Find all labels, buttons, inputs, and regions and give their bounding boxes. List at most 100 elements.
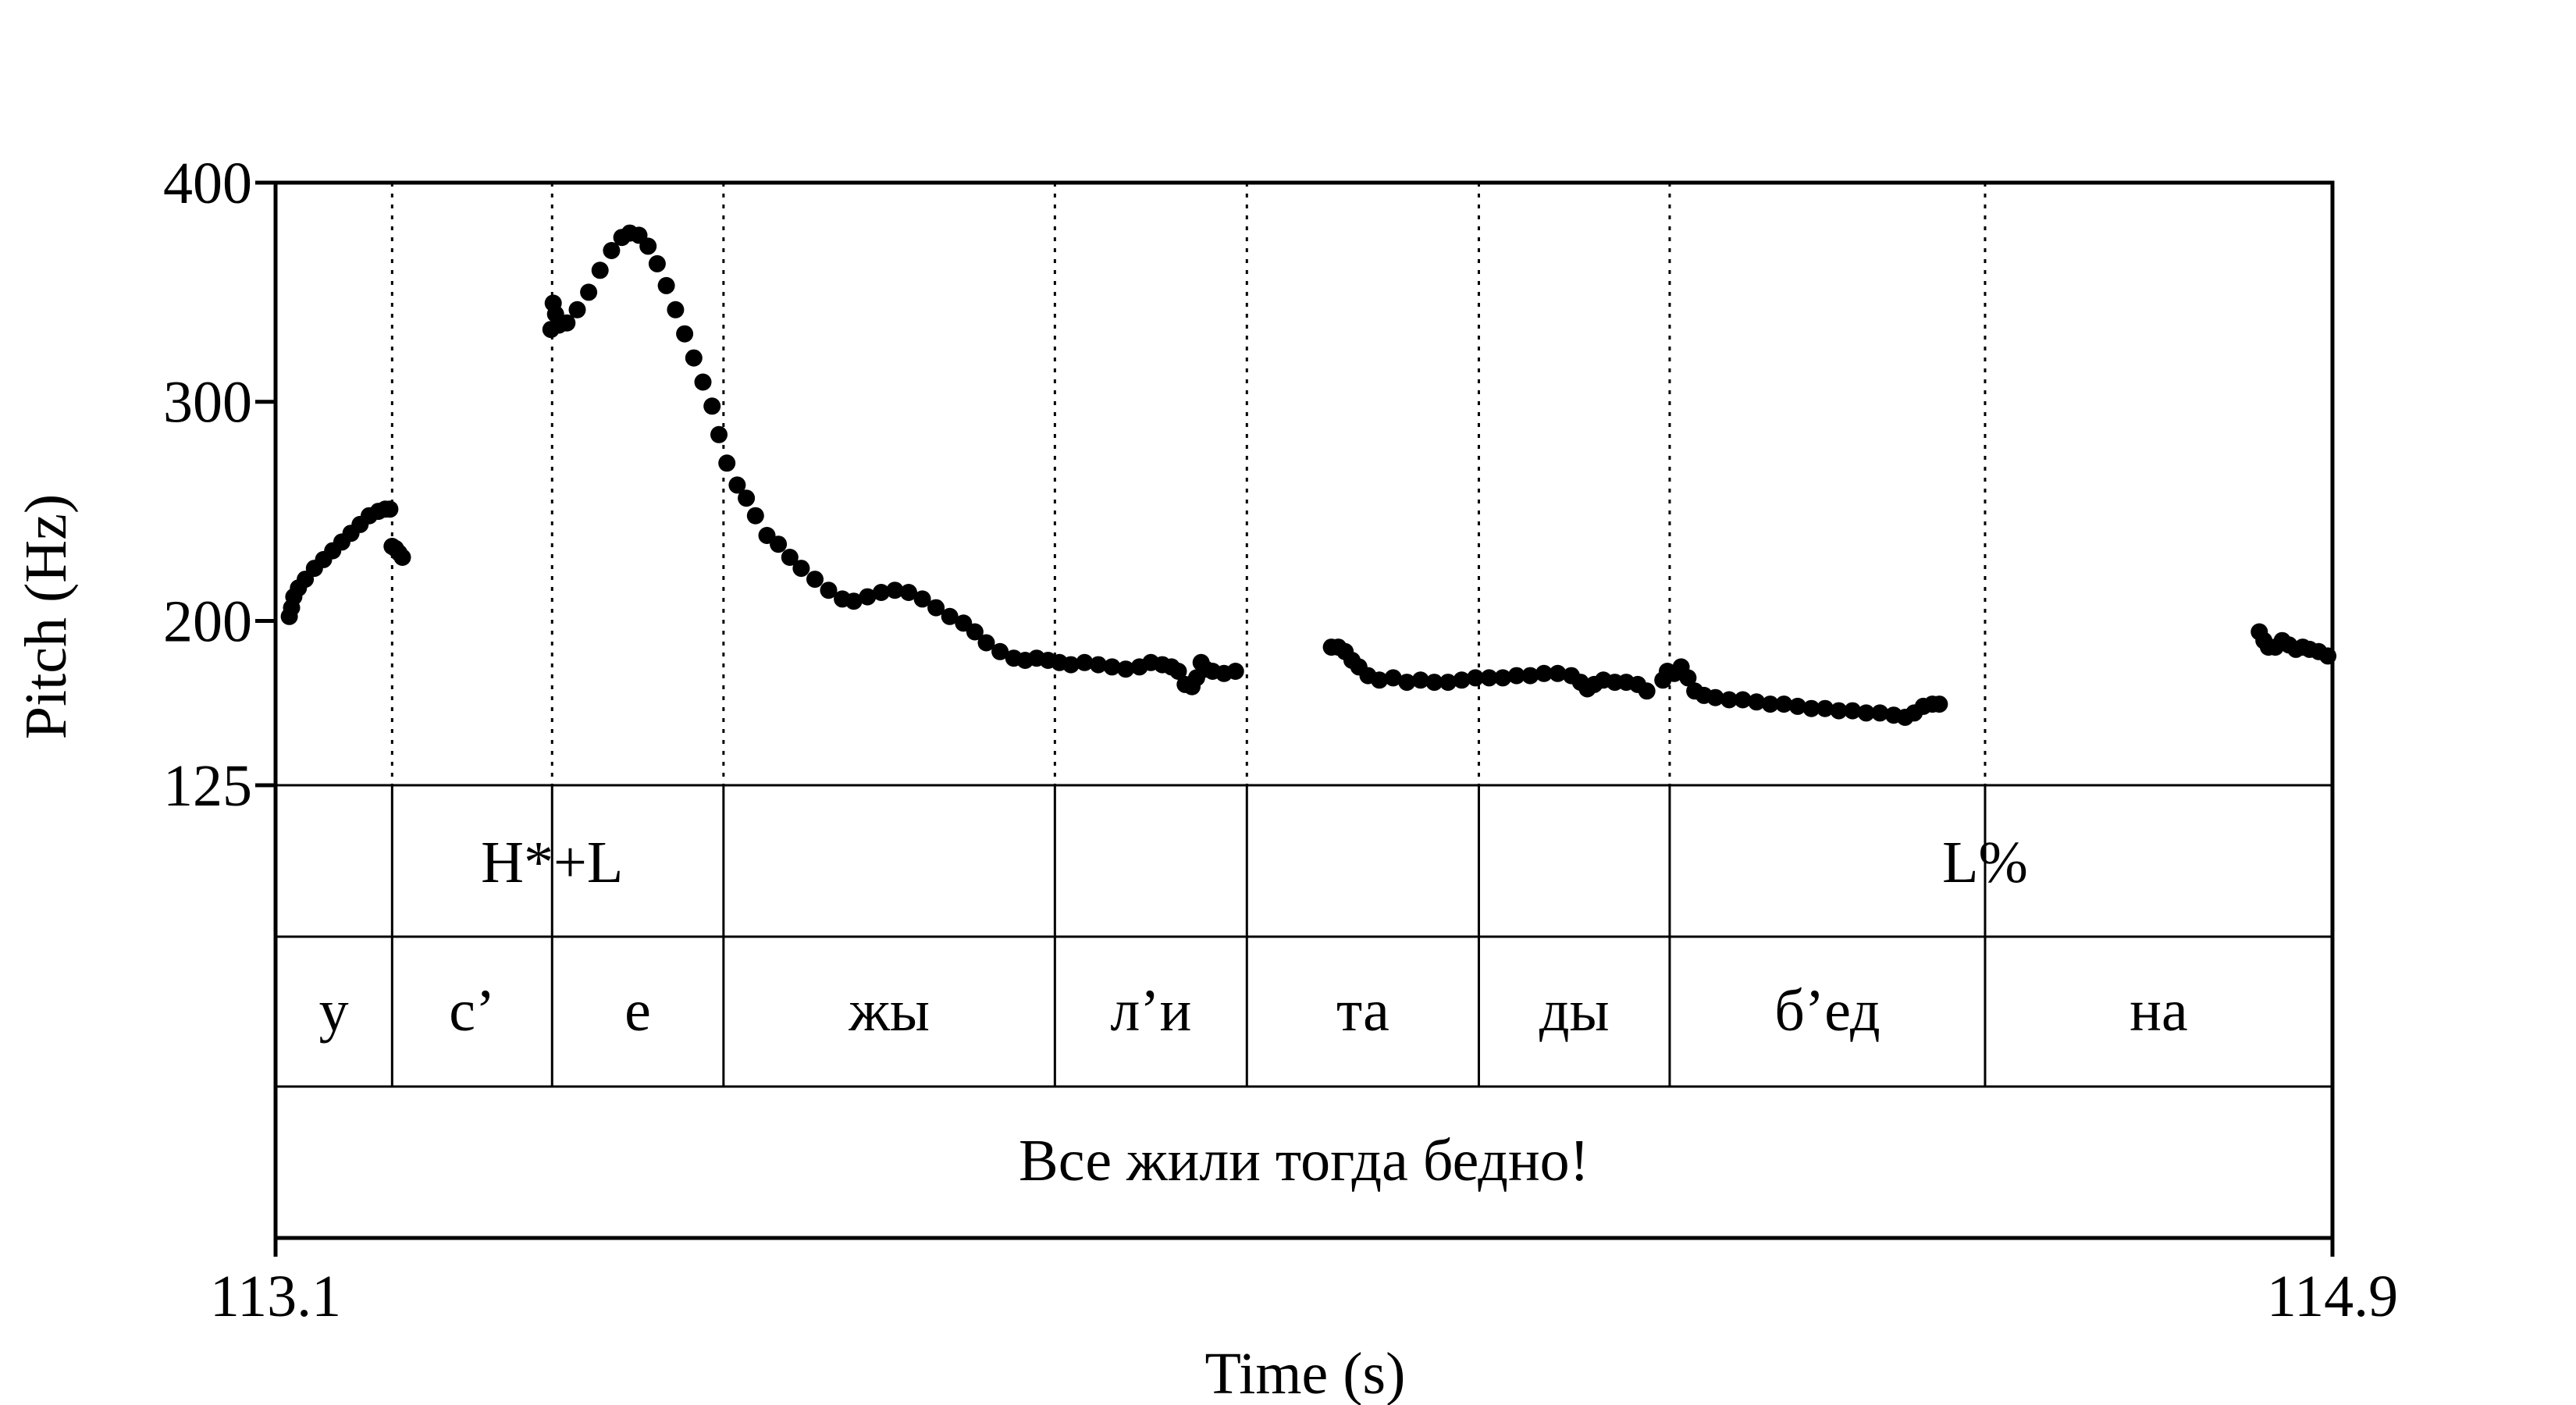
x-tick-label-0: 113.1 (210, 1264, 341, 1329)
pitch-point-0-103 (1521, 667, 1539, 685)
pitch-point-0-62 (991, 642, 1009, 660)
pitch-point-0-97 (1439, 674, 1457, 692)
y-tick-label-400: 400 (163, 151, 252, 216)
syllable-label-3: жы (848, 978, 930, 1044)
pitch-point-0-93 (1384, 669, 1402, 687)
pitch-point-0-31 (639, 237, 657, 255)
pitch-point-0-54 (886, 582, 904, 599)
pitch-point-0-94 (1398, 674, 1416, 692)
syllable-label-5: та (1336, 978, 1389, 1044)
pitch-point-0-71 (1103, 658, 1121, 676)
pitch-point-0-53 (872, 584, 890, 601)
tone-label-1: L% (1942, 830, 2028, 895)
syllable-label-8: на (2129, 978, 2187, 1044)
figure-frame (273, 180, 2335, 1240)
y-axis-ticks: 125 200 300 400 (163, 151, 276, 819)
pitch-point-0-85 (1226, 663, 1244, 680)
pitch-point-0-58 (941, 607, 959, 625)
syllable-label-6: ды (1539, 978, 1610, 1044)
pitch-point-0-46 (781, 549, 799, 566)
pitch-point-0-42 (738, 489, 756, 507)
pitch-point-0-95 (1411, 671, 1429, 689)
pitch-point-0-56 (913, 590, 931, 608)
pitch-point-0-92 (1371, 671, 1389, 689)
pitch-point-0-99 (1467, 669, 1485, 687)
sentence-label: Все жили тогда бедно! (1019, 1128, 1589, 1193)
x-axis-ticks: 113.1 114.9 (210, 1238, 2398, 1329)
pitch-point-0-122 (1706, 688, 1724, 706)
pitch-point-0-55 (900, 584, 917, 601)
pitch-point-0-26 (591, 261, 609, 279)
pitch-point-0-24 (568, 301, 586, 318)
pitch-point-0-52 (859, 588, 877, 606)
pitch-point-0-119 (1679, 669, 1697, 687)
pitch-point-0-72 (1117, 660, 1135, 678)
syllable-label-2: е (624, 978, 651, 1044)
pitch-point-0-34 (667, 301, 685, 318)
syllable-label-1: с’ (449, 978, 495, 1044)
y-tick-label-300: 300 (163, 370, 252, 436)
pitch-point-0-38 (703, 397, 721, 415)
pitch-point-0-27 (603, 242, 621, 259)
pitch-point-0-102 (1507, 667, 1525, 685)
tier-labels: H*+L L% у с’ е жы л’и та ды б’ед на Все жили тогда … (319, 830, 2188, 1193)
pitch-point-0-35 (676, 325, 694, 343)
pitch-point-0-51 (845, 592, 863, 610)
syllable-label-7: б’ед (1774, 978, 1880, 1044)
syllable-boundaries (390, 183, 1987, 1087)
pitch-point-0-133 (1857, 704, 1875, 722)
pitch-point-0-18 (393, 549, 411, 566)
pitch-point-0-41 (728, 476, 746, 494)
syllable-label-0: у (319, 978, 349, 1044)
pitch-point-0-114 (1638, 682, 1656, 700)
figure-border (273, 180, 2335, 1240)
pitch-point-0-14 (381, 500, 399, 518)
pitch-point-0-40 (718, 454, 736, 472)
pitch-point-0-140 (1930, 695, 1948, 713)
x-tick-label-1: 114.9 (2267, 1264, 2398, 1329)
tone-label-0: H*+L (481, 830, 623, 895)
pitch-point-0-124 (1734, 691, 1752, 709)
pitch-point-0-128 (1788, 697, 1806, 715)
pitch-point-0-61 (977, 634, 995, 652)
x-axis-label: Time (s) (1205, 1341, 1406, 1405)
pitch-point-0-47 (792, 560, 810, 578)
pitch-point-0-68 (1062, 656, 1080, 674)
pitch-point-0-125 (1748, 693, 1766, 711)
pitch-point-0-48 (806, 571, 824, 589)
pitch-point-0-98 (1453, 671, 1471, 689)
pitch-point-0-45 (770, 535, 788, 553)
pitch-point-0-23 (558, 314, 576, 332)
pitch-points (280, 224, 2337, 726)
pitch-point-0-101 (1494, 669, 1512, 687)
pitch-point-0-123 (1720, 691, 1738, 709)
pitch-point-0-39 (710, 425, 728, 443)
pitch-point-0-131 (1830, 702, 1848, 720)
pitch-point-0-70 (1090, 656, 1107, 674)
pitch-point-0-77 (1169, 663, 1187, 680)
pitch-point-0-100 (1480, 669, 1498, 687)
pitch-point-0-105 (1549, 664, 1567, 682)
pitch-point-0-104 (1535, 664, 1553, 682)
pitch-point-0-127 (1775, 695, 1793, 713)
pitch-point-0-60 (966, 623, 984, 641)
pitch-point-0-132 (1844, 702, 1862, 720)
pitch-point-0-129 (1802, 699, 1820, 717)
pitch-point-0-134 (1871, 704, 1889, 722)
pitch-point-0-96 (1425, 674, 1443, 692)
pitch-point-0-37 (694, 373, 712, 391)
pitch-point-0-57 (927, 599, 945, 617)
pitch-point-0-43 (746, 507, 764, 525)
y-tick-label-125: 125 (163, 753, 252, 819)
pitch-point-0-36 (685, 349, 703, 367)
pitch-point-0-32 (648, 254, 666, 272)
pitch-point-0-25 (580, 283, 598, 301)
pitch-point-0-130 (1816, 699, 1834, 717)
pitch-point-0-33 (657, 276, 675, 294)
y-axis-label: Pitch (Hz) (13, 494, 79, 739)
syllable-label-4: л’и (1110, 978, 1191, 1044)
pitch-point-0-69 (1076, 653, 1094, 671)
pitch-point-0-126 (1761, 695, 1779, 713)
